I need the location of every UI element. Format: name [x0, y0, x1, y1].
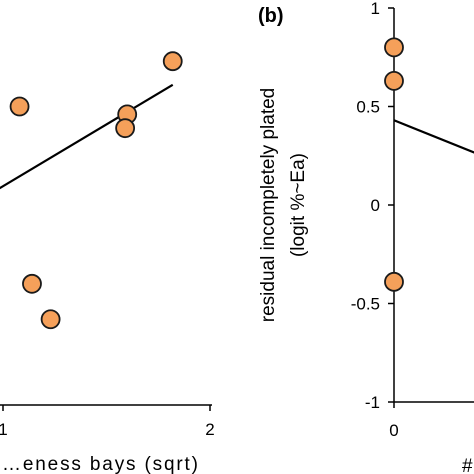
panel-b-fit-line — [393, 119, 474, 154]
panel-b-y-axis-title: residual incompletely plated (logit %~Ea… — [258, 88, 309, 322]
panel-b-y-tick-label: 0 — [371, 196, 380, 215]
panel-b: (b) 1 0.5 0 -0.5 -1 0 residual incompletely … — [258, 0, 474, 474]
panel-b-x-ticks: 0 — [389, 402, 399, 440]
panel-b-x-tick-label: 0 — [389, 421, 398, 440]
panel-b-y-tick-label: -0.5 — [351, 295, 380, 314]
panel-b-y-tick-label: 0.5 — [356, 98, 380, 117]
panel-b-y-axis-title-line-1: residual incompletely plated — [258, 88, 279, 322]
panel-b-y-tick-label: 1 — [371, 0, 380, 18]
panel-a-data-point — [9, 96, 30, 117]
panel-b-y-tick-label: -1 — [365, 393, 380, 412]
panel-b-y-ticks: 1 0.5 0 -0.5 -1 — [351, 0, 394, 412]
panel-a-x-axis-title: …eness bays (sqrt) — [2, 454, 198, 474]
panel-b-label: (b) — [258, 5, 284, 27]
panel-a-data-point — [115, 118, 136, 139]
panel-a-data-point — [40, 309, 61, 330]
panel-a-fit-line — [0, 83, 174, 190]
panel-b-data-point — [384, 70, 404, 91]
panel-a-data-point — [22, 273, 42, 294]
panel-b-fit-line-group — [393, 119, 474, 154]
panel-b-x-axis-title: # — [462, 456, 473, 474]
panel-a-points — [9, 51, 183, 330]
panel-b-y-axis-title-line-2: (logit %~Ea) — [288, 153, 309, 257]
panel-a-x-tick-label: 2 — [205, 420, 214, 439]
panel-a-data-point — [162, 51, 183, 72]
panel-a-x-tick-label: 1 — [0, 420, 8, 439]
panel-b-data-point — [384, 37, 404, 58]
panel-a-fit-line-group — [0, 83, 174, 190]
panel-b-data-point — [384, 271, 404, 292]
panel-b-points — [384, 37, 404, 292]
